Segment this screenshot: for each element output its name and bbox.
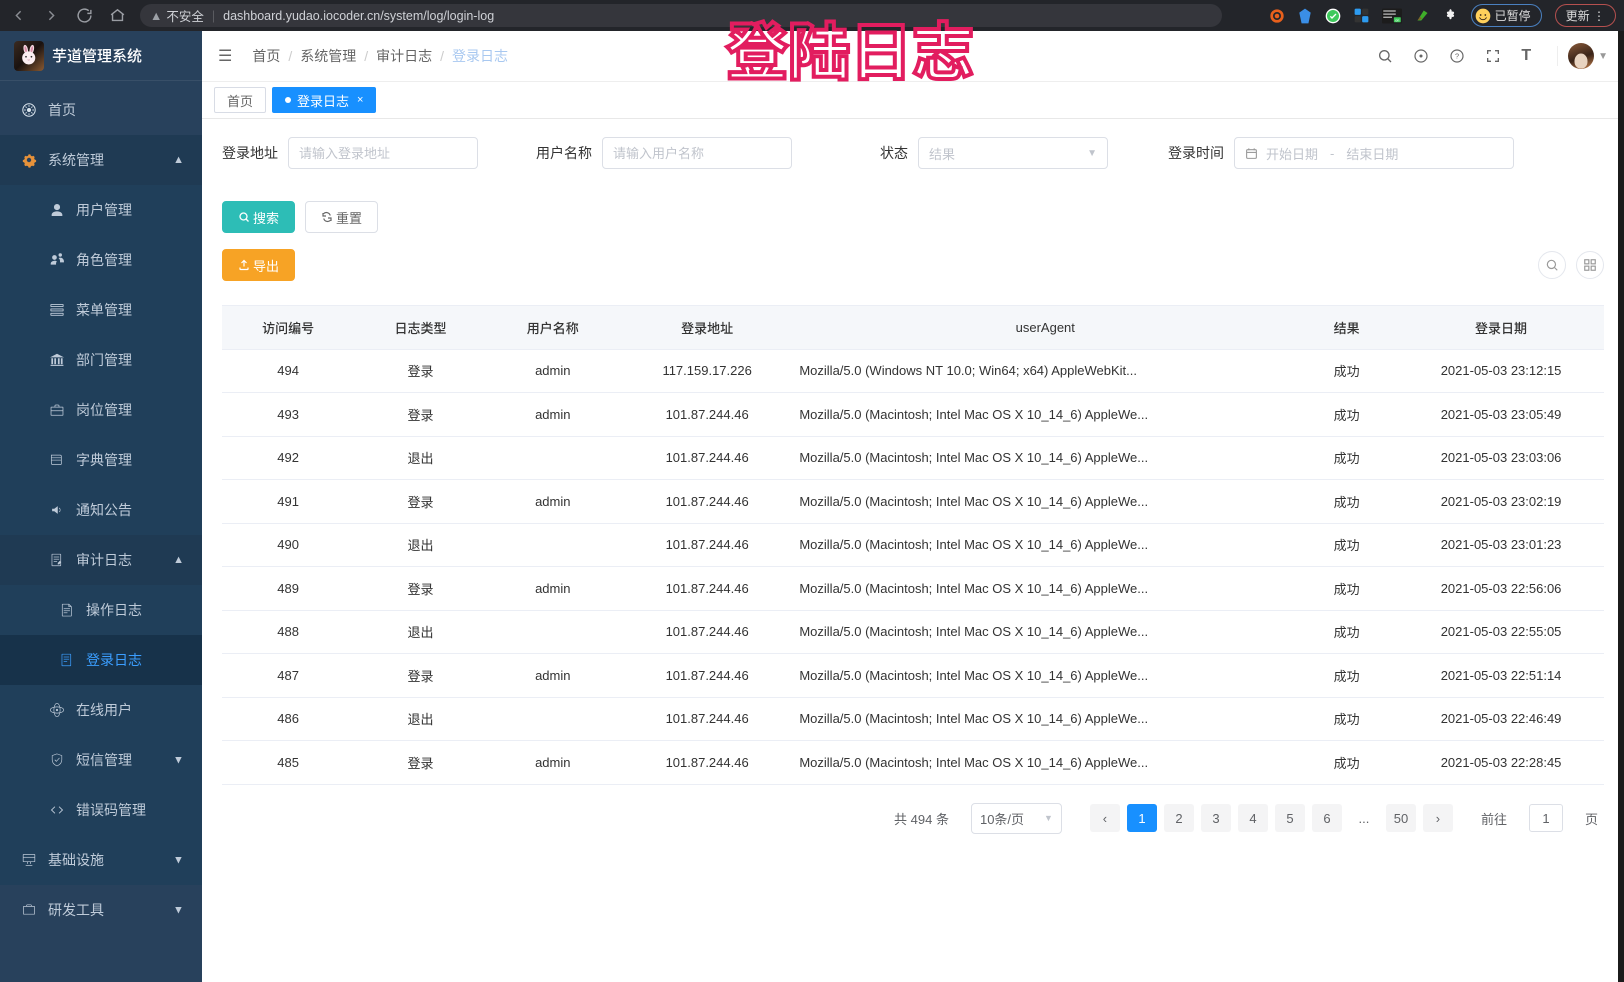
svg-text:on: on — [1395, 18, 1399, 22]
svg-text:?: ? — [1455, 52, 1459, 61]
